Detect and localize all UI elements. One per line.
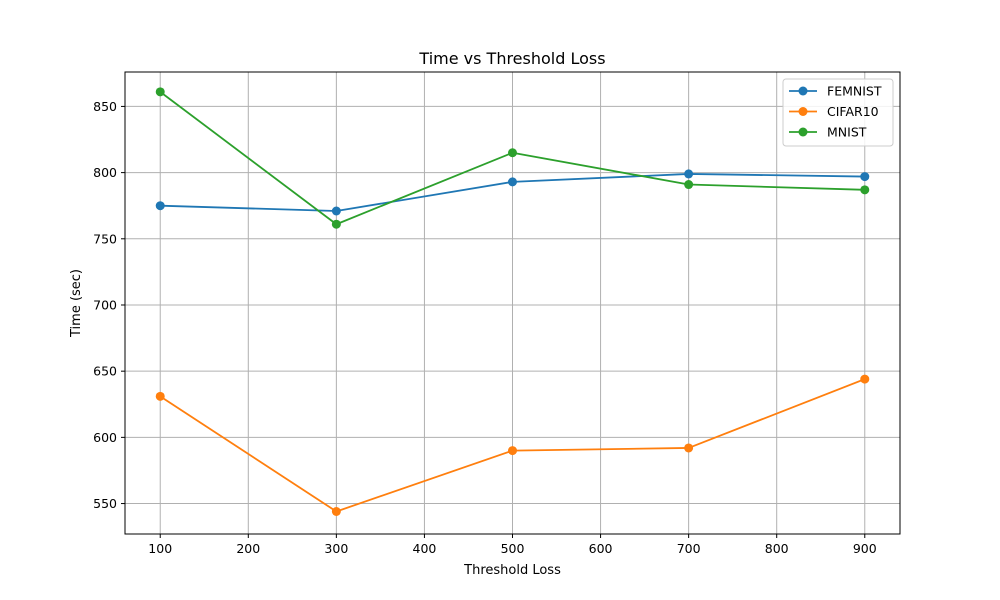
x-tick-label: 100 <box>148 541 172 556</box>
x-tick-label: 200 <box>236 541 260 556</box>
data-point-mnist <box>155 87 165 97</box>
x-tick-label: 600 <box>589 541 613 556</box>
y-tick-label: 800 <box>93 165 117 180</box>
series-femnist <box>155 169 870 216</box>
data-point-cifar10 <box>860 374 870 384</box>
legend-item-cifar10: CIFAR10 <box>789 104 879 119</box>
data-point-femnist <box>684 169 694 179</box>
x-tick-label: 800 <box>765 541 789 556</box>
data-point-femnist <box>508 177 517 187</box>
data-point-mnist <box>684 180 694 190</box>
y-tick-label: 650 <box>93 364 117 379</box>
data-point-femnist <box>331 206 341 216</box>
x-tick-label: 500 <box>501 541 525 556</box>
legend-label-mnist: MNIST <box>827 125 867 140</box>
x-tick-label: 400 <box>413 541 437 556</box>
chart-title: Time vs Threshold Loss <box>418 49 605 68</box>
legend-marker-femnist <box>798 86 808 96</box>
data-point-mnist <box>508 148 517 158</box>
y-tick-label: 750 <box>93 231 117 246</box>
legend-label-cifar10: CIFAR10 <box>827 104 879 119</box>
x-tick-label: 900 <box>853 541 877 556</box>
legend-item-femnist: FEMNIST <box>789 84 882 99</box>
y-axis-label: Time (sec) <box>69 269 84 338</box>
legend-label-femnist: FEMNIST <box>827 84 882 99</box>
data-point-cifar10 <box>331 506 341 516</box>
legend-marker-cifar10 <box>798 107 808 116</box>
data-point-cifar10 <box>684 443 694 453</box>
legend-box <box>782 78 894 147</box>
axis-ticks: 100 200 300 400 500 600 700 800 900 550 600 650 700 7… <box>93 99 877 556</box>
legend: FEMNIST CIFAR10 MNIST <box>782 78 894 147</box>
x-tick-label: 700 <box>677 541 701 556</box>
legend-marker-mnist <box>798 127 808 137</box>
y-tick-label: 550 <box>93 496 117 511</box>
data-point-femnist <box>155 201 165 211</box>
grid <box>125 72 900 534</box>
series-mnist <box>155 87 870 229</box>
y-tick-label: 850 <box>93 99 117 114</box>
data-point-femnist <box>860 172 870 182</box>
y-tick-label: 700 <box>93 297 117 312</box>
data-point-cifar10 <box>155 391 165 401</box>
data-point-mnist <box>860 185 870 195</box>
data-point-mnist <box>331 219 341 229</box>
series-layer <box>155 87 870 516</box>
legend-item-mnist: MNIST <box>789 125 867 140</box>
x-tick-label: 300 <box>324 541 348 556</box>
series-cifar10 <box>155 374 870 516</box>
data-point-cifar10 <box>508 446 517 456</box>
x-axis-label: Threshold Loss <box>463 563 561 578</box>
y-tick-label: 600 <box>93 430 117 445</box>
